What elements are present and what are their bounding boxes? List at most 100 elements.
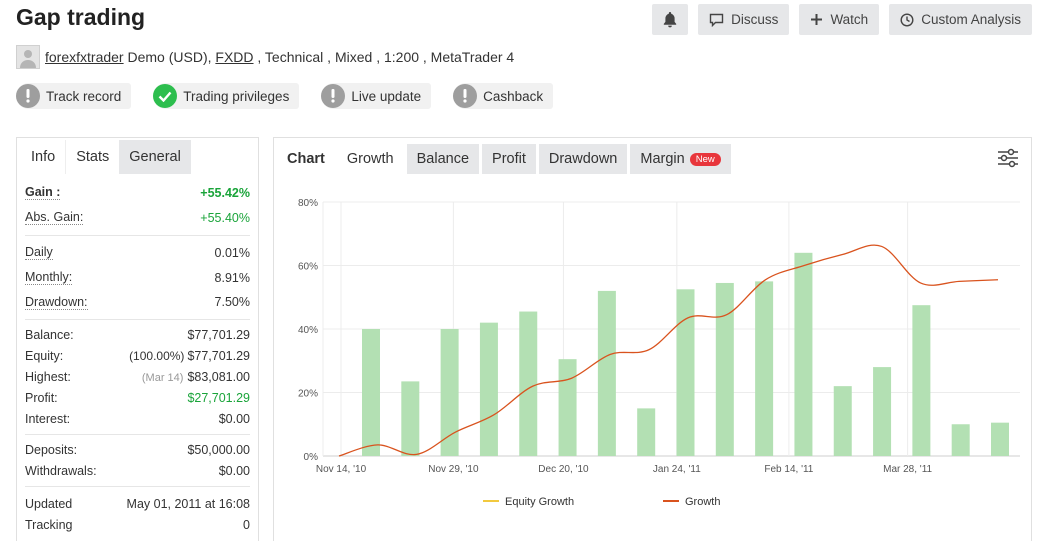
new-badge: New <box>689 152 721 166</box>
exclamation-icon <box>453 84 478 108</box>
growth-bar[interactable] <box>440 329 459 456</box>
stat-equity: Equity: (100.00%) $77,701.29 <box>25 345 250 366</box>
stat-label[interactable]: Monthly: <box>25 270 73 285</box>
stat-value: 0 <box>243 517 250 532</box>
stat-label[interactable]: Abs. Gain: <box>25 210 84 225</box>
broker-link[interactable]: FXDD <box>215 49 254 65</box>
badge-live-update[interactable]: Live update <box>321 83 432 109</box>
growth-bar[interactable] <box>479 322 498 456</box>
chart-heading: Chart <box>287 151 325 167</box>
stat-value: 7.50% <box>214 295 250 309</box>
stat-label: Profit: <box>25 390 58 405</box>
y-tick-label: 20% <box>298 389 318 400</box>
bell-icon <box>663 12 677 28</box>
growth-bar[interactable] <box>833 386 852 456</box>
tab-growth[interactable]: Growth <box>336 144 404 174</box>
badge-cashback[interactable]: Cashback <box>453 83 554 109</box>
tab-margin[interactable]: Margin New <box>630 144 731 174</box>
chart-tabs: Chart Growth Balance Profit Drawdown Mar… <box>274 138 1031 174</box>
rates-group: Daily 0.01% Monthly: 8.91% Drawdown: 7.5… <box>25 236 250 320</box>
stat-value: $50,000.00 <box>187 442 250 457</box>
stat-label: Tracking <box>25 517 73 532</box>
stat-label[interactable]: Gain : <box>25 185 61 200</box>
settings-sliders-icon[interactable] <box>997 148 1019 173</box>
growth-bar[interactable] <box>362 329 380 456</box>
stat-value: $77,701.29 <box>187 327 250 342</box>
stat-value: $27,701.29 <box>187 390 250 405</box>
growth-line[interactable] <box>338 244 999 457</box>
x-tick-label: Dec 20, '10 <box>538 464 589 475</box>
growth-lines <box>338 244 999 457</box>
stat-label[interactable]: Daily <box>25 245 53 260</box>
tab-drawdown[interactable]: Drawdown <box>538 144 628 174</box>
growth-bar[interactable] <box>951 424 970 456</box>
growth-bar[interactable] <box>991 422 1009 456</box>
user-icon <box>20 50 36 68</box>
legend-label[interactable]: Equity Growth <box>505 496 574 508</box>
badge-label: Track record <box>46 88 122 104</box>
badge-track-record[interactable]: Track record <box>16 83 132 109</box>
stat-label: Updated <box>25 496 73 511</box>
growth-bar[interactable] <box>794 252 813 456</box>
y-tick-label: 0% <box>304 452 319 463</box>
stat-value: +55.42% <box>200 185 250 200</box>
exclamation-icon <box>16 84 40 108</box>
highest-date: (Mar 14) <box>141 371 184 384</box>
stat-label: Withdrawals: <box>25 463 97 478</box>
growth-bar[interactable] <box>597 290 616 456</box>
growth-bar[interactable] <box>558 359 577 456</box>
stats-tabs: Info Stats General <box>17 138 258 174</box>
x-tick-label: Mar 28, '11 <box>883 464 932 475</box>
stat-value: 0.01% <box>214 245 250 260</box>
avatar[interactable] <box>16 45 40 69</box>
custom-analysis-button[interactable]: Custom Analysis <box>889 4 1032 35</box>
tab-general[interactable]: General <box>119 140 191 174</box>
stat-label: Highest: <box>25 369 71 384</box>
x-axis: Nov 14, '10 Nov 29, '10 Dec 20, '10 Jan 24,… <box>316 464 933 475</box>
growth-bar[interactable] <box>676 289 695 456</box>
top-actions: Discuss Watch Custom Analysis <box>652 4 1032 35</box>
equity-percent: (100.00%) <box>129 348 185 363</box>
notification-button[interactable] <box>652 4 689 35</box>
stat-drawdown: Drawdown: 7.50% <box>25 290 250 314</box>
stat-deposits: Deposits: $50,000.00 <box>25 439 250 460</box>
stat-label[interactable]: Drawdown: <box>25 294 88 310</box>
x-tick-label: Nov 14, '10 <box>316 464 367 475</box>
growth-bar[interactable] <box>519 311 538 456</box>
tab-profit[interactable]: Profit <box>482 144 536 174</box>
growth-bar[interactable] <box>637 408 656 456</box>
x-tick-label: Nov 29, '10 <box>428 464 479 475</box>
badge-trading-privileges[interactable]: Trading privileges <box>153 83 300 109</box>
legend-label[interactable]: Growth <box>685 496 720 508</box>
growth-bar[interactable] <box>401 381 420 456</box>
tab-info[interactable]: Info <box>21 140 66 174</box>
y-axis: 0% 20% 40% 60% 80% <box>298 198 318 463</box>
watch-button[interactable]: Watch <box>799 4 880 35</box>
stat-value: 8.91% <box>214 270 250 285</box>
y-tick-label: 40% <box>298 325 318 336</box>
discuss-button[interactable]: Discuss <box>698 4 790 35</box>
stat-label: Equity: <box>25 348 64 363</box>
stat-interest: Interest: $0.00 <box>25 408 250 429</box>
badge-label: Cashback <box>483 88 544 104</box>
username-link[interactable]: forexfxtrader <box>45 49 124 65</box>
stat-value: (Mar 14) $83,081.00 <box>142 370 250 384</box>
page-title: Gap trading <box>16 4 146 30</box>
growth-bar[interactable] <box>715 282 734 456</box>
equity-amount: $77,701.29 <box>187 348 250 363</box>
watch-label: Watch <box>830 12 869 27</box>
stat-tracking: Tracking 0 <box>25 514 250 535</box>
gain-group: Gain : +55.42% Abs. Gain: +55.40% <box>25 174 250 236</box>
stat-highest: Highest: (Mar 14) $83,081.00 <box>25 366 250 387</box>
growth-bar[interactable] <box>755 281 774 456</box>
growth-bar[interactable] <box>873 367 892 456</box>
stat-value: $0.00 <box>218 463 250 478</box>
growth-bar[interactable] <box>912 305 931 456</box>
growth-chart: 0% 20% 40% 60% 80% Nov 14, '10 Nov 29, '10 Dec… <box>298 198 1020 508</box>
check-icon <box>153 84 178 108</box>
tab-balance[interactable]: Balance <box>406 144 480 174</box>
stat-label: Deposits: <box>25 442 78 457</box>
status-badges: Track record Trading privileges Live upd… <box>16 83 554 109</box>
chart-legend: Equity Growth Growth <box>483 496 720 508</box>
tab-stats[interactable]: Stats <box>65 140 120 174</box>
